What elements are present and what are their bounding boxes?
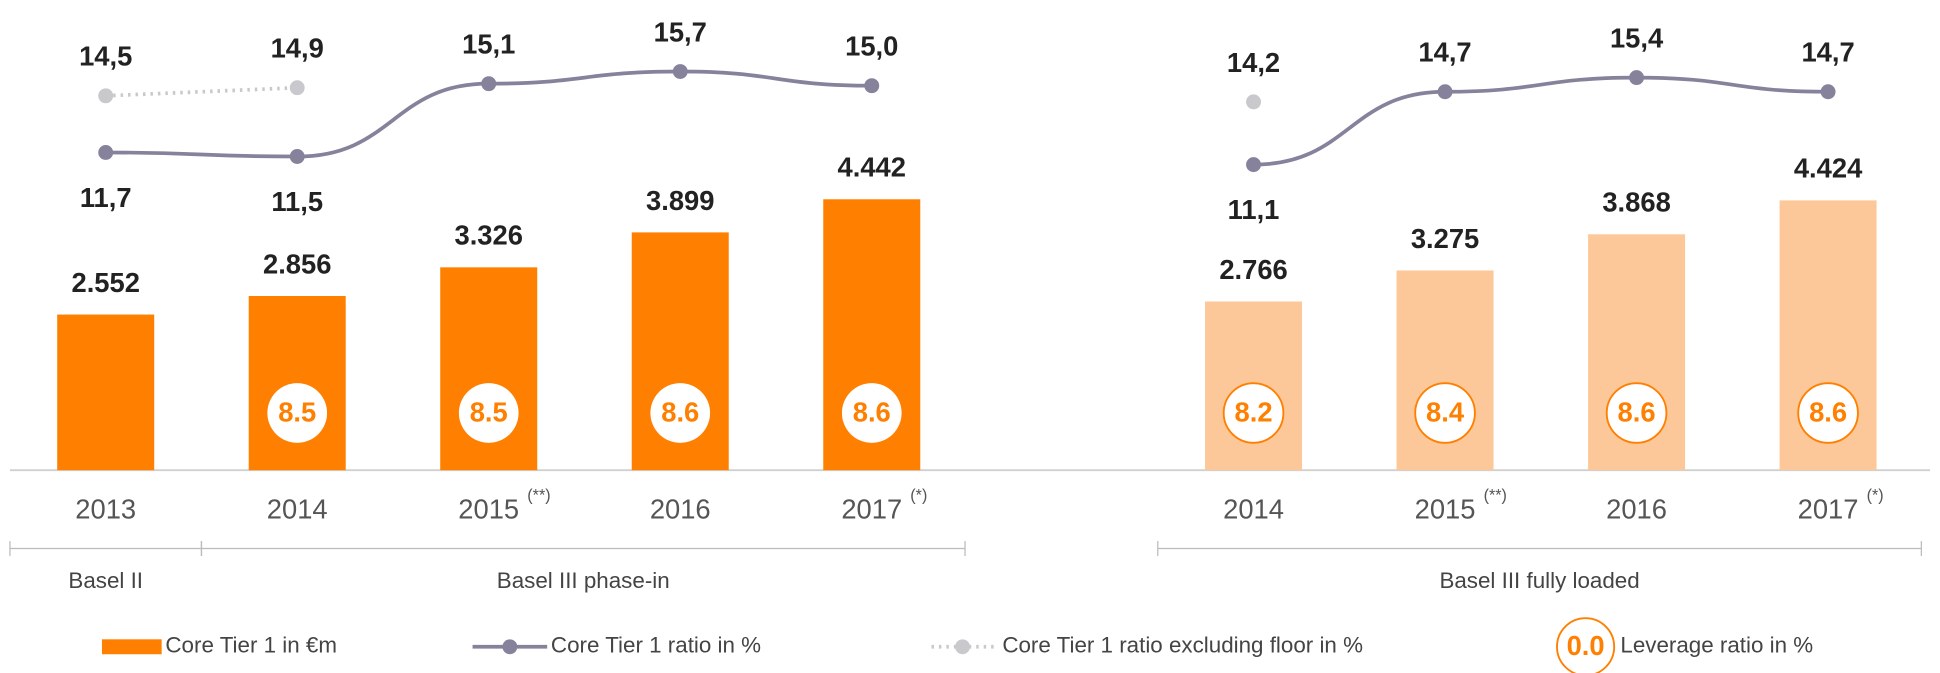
leverage-badge	[650, 383, 711, 443]
legend-label: Core Tier 1 in €m	[165, 633, 337, 658]
bar-value-label: 2.552	[71, 267, 139, 298]
line-value-label: 11,5	[271, 186, 323, 217]
line-marker	[481, 76, 497, 92]
leverage-label: 8.5	[470, 396, 508, 427]
line-value-label: 14,5	[79, 41, 132, 72]
leverage-badge	[1222, 382, 1285, 444]
group-label: Basel III fully loaded	[1439, 568, 1639, 593]
legend-swatch	[1556, 617, 1616, 673]
x-tick-label: 2016	[650, 493, 711, 524]
leverage-badge	[1414, 382, 1476, 444]
leverage-label: 8.2	[1235, 396, 1273, 427]
line-value-label: 15,1	[462, 29, 515, 60]
category-note: (**)	[527, 487, 550, 505]
legend-swatch	[101, 639, 162, 655]
x-tick-label: 2017	[1798, 493, 1859, 524]
line-marker	[289, 80, 305, 96]
line-marker	[1629, 70, 1645, 86]
legend-label: Leverage ratio in %	[1620, 633, 1813, 658]
bar-value-label: 3.275	[1411, 223, 1479, 254]
line-marker	[1246, 94, 1261, 110]
x-tick-label: 2015	[458, 493, 519, 524]
leverage-badge	[458, 383, 519, 443]
leverage-badge	[1797, 382, 1859, 444]
line-value-label: 11,7	[80, 182, 132, 213]
legend-swatch	[955, 639, 970, 655]
group-label: Basel II	[68, 568, 143, 593]
x-tick-label: 2014	[267, 493, 328, 524]
x-tick-label: 2015	[1415, 493, 1476, 524]
line-marker	[672, 64, 688, 79]
line-value-label: 15,4	[1610, 23, 1664, 54]
bar-value-label: 2.856	[263, 248, 331, 279]
bar-value-label: 2.766	[1219, 254, 1287, 285]
line	[105, 85, 298, 98]
line-value-label: 14,9	[271, 33, 324, 64]
leverage-label: 8.6	[661, 396, 699, 427]
line-value-label: 14,7	[1418, 37, 1471, 68]
bar-value-label: 3.326	[455, 220, 523, 251]
line-marker	[1437, 84, 1453, 100]
category-note: (**)	[1484, 487, 1507, 505]
legend-label: Core Tier 1 ratio in %	[551, 633, 761, 658]
line-value-label: 14,2	[1227, 47, 1280, 78]
leverage-label: 8.6	[1809, 396, 1847, 427]
line-value-label: 14,7	[1801, 37, 1854, 68]
x-tick-label: 2017	[841, 493, 902, 524]
x-tick-label: 2014	[1223, 493, 1284, 524]
line-marker	[289, 149, 305, 164]
bar-value-label: 3.868	[1602, 187, 1670, 218]
category-note: (*)	[1867, 487, 1884, 505]
line	[1253, 75, 1829, 167]
line-marker	[1246, 157, 1261, 173]
leverage-label: 8.6	[853, 396, 891, 427]
group-label: Basel III phase-in	[497, 568, 670, 593]
leverage-badge	[841, 383, 902, 443]
legend-swatch	[502, 639, 518, 655]
leverage-badge	[267, 383, 328, 443]
bar-value-label: 4.424	[1794, 153, 1863, 184]
leverage-label: 8.4	[1426, 396, 1465, 427]
bar-value-label: 3.899	[646, 185, 714, 216]
line-value-label: 15,7	[654, 16, 707, 47]
leverage-label: 8.5	[278, 396, 316, 427]
leverage-badge	[1605, 382, 1668, 444]
legend-label: Core Tier 1 ratio excluding floor in %	[1002, 633, 1363, 658]
line-value-label: 15,0	[845, 31, 898, 62]
bar-value-label: 4.442	[838, 152, 906, 183]
leverage-label: 8.6	[1618, 396, 1656, 427]
line-value-label: 11,1	[1228, 194, 1280, 225]
legend-swatch: 0.0	[1567, 630, 1605, 661]
line-marker	[98, 88, 114, 104]
x-tick-label: 2016	[1606, 493, 1667, 524]
line-marker	[1820, 84, 1836, 100]
line-marker	[98, 145, 114, 160]
bar	[248, 296, 346, 471]
x-tick-label: 2013	[75, 493, 136, 524]
line-marker	[864, 78, 880, 94]
category-note: (*)	[910, 487, 927, 505]
bar	[57, 314, 155, 471]
